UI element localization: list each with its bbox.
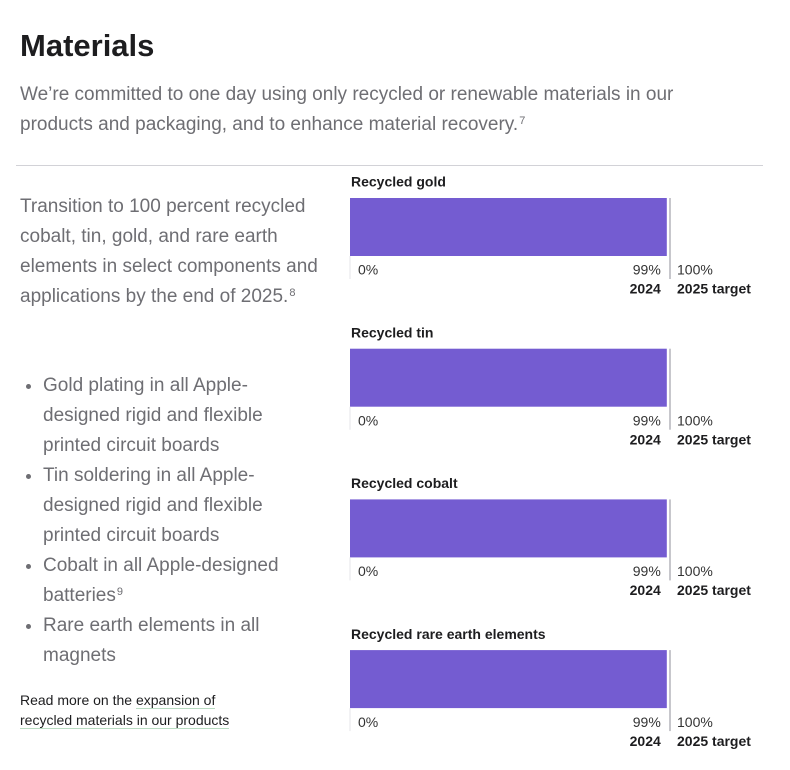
series-label: 2024: [630, 733, 661, 749]
value-label: 99%: [633, 412, 661, 428]
goal-body: Transition to 100 percent recycled cobal…: [20, 196, 318, 307]
tick-label: 0%: [358, 714, 378, 730]
goal-text: Transition to 100 percent recycled cobal…: [20, 192, 328, 312]
chart-title: Recycled cobalt: [351, 475, 458, 491]
bullet-list: Gold plating in all Apple-designed rigid…: [20, 371, 305, 671]
target-label: 2025 target: [677, 733, 751, 749]
series-label: 2024: [630, 431, 661, 447]
tick-label: 0%: [358, 262, 378, 278]
link[interactable]: expansion of recycled materials in our p…: [20, 692, 230, 729]
value-label: 99%: [633, 563, 661, 579]
bullet: Cobalt in all Apple-designed batteries9: [43, 551, 305, 611]
chart-title: Recycled gold: [351, 174, 446, 190]
series-label: 2024: [630, 281, 661, 297]
bar: [350, 348, 667, 407]
read-more: Read more on the expansion of recycled m…: [20, 690, 270, 730]
tick-label: 0%: [358, 563, 378, 579]
target-label: 2025 target: [677, 281, 751, 297]
bar: [350, 650, 667, 709]
tick-label: 0%: [358, 412, 378, 428]
charts: Recycled gold 0% 100% 99% 2024 2025 target Rec…: [349, 174, 751, 749]
tick-label: 100%: [677, 714, 713, 730]
chart-title: Recycled rare earth elements: [351, 626, 546, 642]
target-label: 2025 target: [677, 431, 751, 447]
value-label: 99%: [633, 714, 661, 730]
tick-label: 100%: [677, 563, 713, 579]
series-label: 2024: [630, 582, 661, 598]
bar: [350, 198, 667, 256]
bullet: Gold plating in all Apple-designed rigid…: [43, 371, 305, 461]
bullet: Rare earth elements in all magnets: [43, 611, 305, 671]
tick-label: 100%: [677, 412, 713, 428]
footnote-ref: 8: [289, 287, 296, 299]
target-label: 2025 target: [677, 582, 751, 598]
section-subtitle: We’re committed to one day using only re…: [20, 80, 740, 140]
tick-label: 100%: [677, 262, 713, 278]
divider: [16, 165, 763, 166]
value-label: 99%: [633, 262, 661, 278]
bullet-text: Tin soldering in all Apple-designed rigi…: [43, 465, 263, 546]
bullet-text: Rare earth elements in all magnets: [43, 615, 260, 666]
footnote-ref: 9: [116, 586, 123, 598]
bullet-text: Cobalt in all Apple-designed batteries: [43, 555, 279, 606]
subtitle-text: We’re committed to one day using only re…: [20, 84, 674, 135]
section-title: Materials: [20, 28, 155, 63]
footnote-ref: 7: [519, 115, 526, 127]
bar: [350, 499, 667, 558]
bullet-text: Gold plating in all Apple-designed rigid…: [43, 375, 263, 456]
link-prefix: Read more on the: [20, 692, 133, 708]
chart-title: Recycled tin: [351, 324, 433, 340]
bullet: Tin soldering in all Apple-designed rigi…: [43, 461, 305, 551]
